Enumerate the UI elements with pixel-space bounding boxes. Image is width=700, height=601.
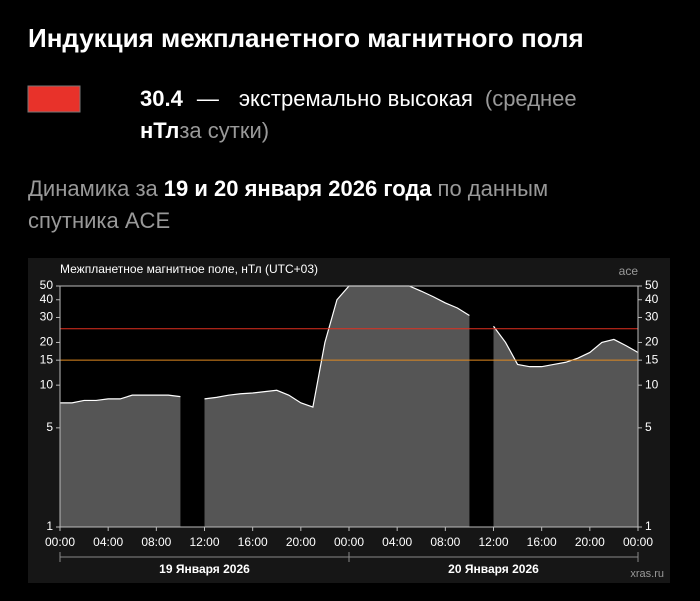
y-tick-label: 15 xyxy=(40,352,54,366)
y2-tick-label: 20 xyxy=(645,335,659,349)
x-tick-label: 04:00 xyxy=(382,535,412,549)
y2-tick-label: 1 xyxy=(645,519,652,533)
subtitle-line2: спутника ACE xyxy=(28,208,170,233)
x-tick-label: 08:00 xyxy=(141,535,171,549)
subtitle: Динамика за 19 и 20 января 2026 года по да… xyxy=(28,176,548,201)
y-tick-label: 5 xyxy=(46,420,53,434)
x-tick-label: 04:00 xyxy=(93,535,123,549)
watermark: xras.ru xyxy=(630,568,664,580)
x-tick-label: 00:00 xyxy=(334,535,364,549)
status-value: 30.4 xyxy=(140,86,184,111)
y-tick-label: 20 xyxy=(40,335,54,349)
day-label: 19 Января 2026 xyxy=(159,562,250,576)
y-tick-label: 30 xyxy=(40,310,54,324)
x-tick-label: 00:00 xyxy=(623,535,653,549)
line xyxy=(204,285,470,408)
level-swatch xyxy=(27,85,81,113)
y2-tick-label: 5 xyxy=(645,420,652,434)
x-tick-label: 20:00 xyxy=(575,535,605,549)
line xyxy=(493,325,639,368)
status-level: экстремально высокая xyxy=(239,86,473,111)
subtitle-tail: по данным xyxy=(438,176,549,201)
x-tick-label: 12:00 xyxy=(189,535,219,549)
status-line: 30.4 — экстремально высокая (среднее xyxy=(140,86,577,111)
y-tick-label: 40 xyxy=(40,292,54,306)
status-unit: нТл xyxy=(140,118,179,143)
subtitle-dates: 19 и 20 января 2026 года xyxy=(164,176,433,201)
x-tick-label: 08:00 xyxy=(430,535,460,549)
y2-tick-label: 50 xyxy=(645,278,659,292)
subtitle-lead: Динамика за xyxy=(28,176,159,201)
day-label: 20 Января 2026 xyxy=(448,562,539,576)
y2-tick-label: 15 xyxy=(645,352,659,366)
status-dash: — xyxy=(197,86,219,111)
page-title: Индукция межпланетного магнитного поля xyxy=(28,23,584,53)
area xyxy=(493,326,638,527)
y2-tick-label: 10 xyxy=(645,377,659,391)
x-tick-label: 16:00 xyxy=(527,535,557,549)
x-tick-label: 20:00 xyxy=(286,535,316,549)
y2-tick-label: 40 xyxy=(645,292,659,306)
area xyxy=(204,286,470,527)
status-note: (среднее xyxy=(485,86,577,111)
x-tick-label: 16:00 xyxy=(238,535,268,549)
chart-source: ace xyxy=(619,264,639,278)
y-tick-label: 1 xyxy=(46,519,53,533)
x-tick-label: 00:00 xyxy=(45,535,75,549)
line xyxy=(60,394,181,404)
status-line2: нТлза сутки) xyxy=(140,118,269,143)
x-tick-label: 12:00 xyxy=(478,535,508,549)
y2-tick-label: 30 xyxy=(645,310,659,324)
area xyxy=(60,395,181,527)
y-tick-label: 10 xyxy=(40,377,54,391)
chart-title: Межпланетное магнитное поле, нТл (UTC+03… xyxy=(60,262,318,276)
status-note-end: за сутки) xyxy=(179,118,269,143)
y-tick-label: 50 xyxy=(40,278,54,292)
